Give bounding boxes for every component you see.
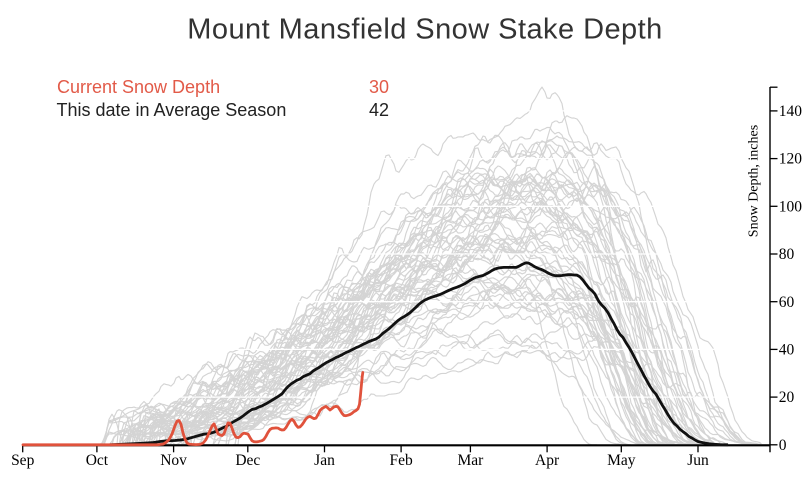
svg-text:80: 80	[779, 246, 795, 263]
svg-text:Sep: Sep	[11, 452, 35, 469]
svg-text:120: 120	[779, 151, 803, 168]
svg-text:Jan: Jan	[314, 452, 335, 469]
svg-text:Mar: Mar	[457, 452, 484, 469]
svg-text:Mount Mansfield Snow Stake Dep: Mount Mansfield Snow Stake Depth	[187, 14, 662, 46]
svg-text:42: 42	[369, 100, 389, 120]
svg-text:30: 30	[369, 77, 389, 97]
svg-text:0: 0	[779, 437, 787, 454]
svg-text:Jun: Jun	[687, 452, 709, 469]
svg-text:Apr: Apr	[535, 452, 560, 469]
svg-text:Dec: Dec	[235, 452, 260, 469]
svg-text:60: 60	[779, 294, 795, 311]
svg-text:May: May	[607, 452, 636, 469]
svg-text:20: 20	[779, 389, 795, 406]
svg-text:Current Snow Depth: Current Snow Depth	[57, 77, 220, 97]
svg-text:Nov: Nov	[160, 452, 187, 469]
svg-text:40: 40	[779, 342, 795, 359]
svg-text:Feb: Feb	[389, 452, 413, 469]
svg-text:100: 100	[779, 198, 803, 215]
svg-text:This date in Average Season: This date in Average Season	[57, 100, 287, 120]
svg-text:140: 140	[779, 103, 803, 120]
svg-text:Oct: Oct	[86, 452, 109, 469]
svg-text:Snow Depth, inches: Snow Depth, inches	[747, 125, 762, 237]
